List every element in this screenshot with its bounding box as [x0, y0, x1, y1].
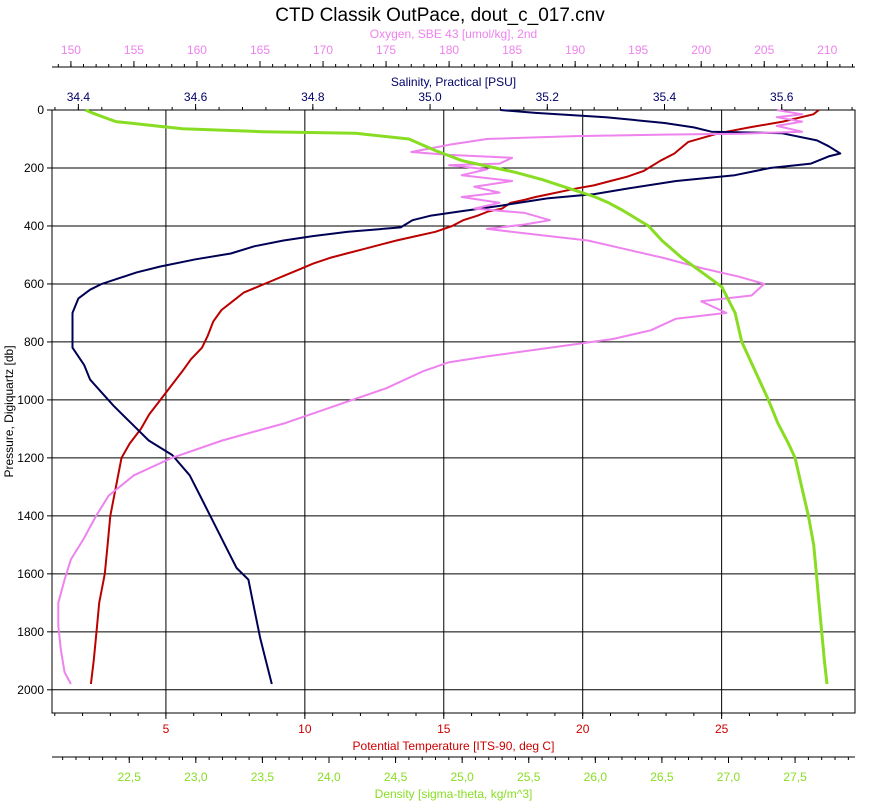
pressure-tick-label: 1600: [17, 567, 44, 581]
salinity-tick-label: 34.4: [67, 90, 91, 104]
density-tick-label: 24,5: [384, 770, 408, 784]
density-tick-label: 25,5: [517, 770, 541, 784]
oxygen-tick-label: 170: [313, 43, 333, 57]
salinity-tick-label: 35.6: [770, 90, 794, 104]
temperature-tick-label: 20: [576, 722, 590, 736]
oxygen-tick-label: 155: [124, 43, 144, 57]
oxygen-tick-label: 185: [502, 43, 522, 57]
pressure-tick-label: 1000: [17, 393, 44, 407]
oxygen-tick-label: 195: [628, 43, 648, 57]
plot-frame: [51, 109, 856, 714]
oxygen-tick-label: 180: [439, 43, 459, 57]
pressure-tick-label: 600: [24, 277, 44, 291]
salinity-tick-label: 35.0: [418, 90, 442, 104]
pressure-tick-label: 800: [24, 335, 44, 349]
density-tick-label: 27,5: [783, 770, 807, 784]
salinity-tick-label: 35.4: [653, 90, 677, 104]
density-tick-label: 26,0: [584, 770, 608, 784]
salinity-tick-label: 35.2: [536, 90, 560, 104]
salinity-profile-line: [71, 109, 842, 685]
oxygen-tick-label: 165: [250, 43, 270, 57]
salinity-tick-label: 34.6: [184, 90, 208, 104]
oxygen-profile-line: [57, 109, 804, 685]
oxygen-tick-label: 200: [691, 43, 711, 57]
temperature-tick-label: 25: [715, 722, 729, 736]
salinity-axis-title: Salinity, Practical [PSU]: [391, 75, 516, 89]
temperature-tick-label: 5: [163, 722, 170, 736]
temperature-tick-label: 15: [437, 722, 451, 736]
pressure-axis-title: Pressure, Digiquartz [db]: [2, 345, 16, 477]
pressure-tick-label: 1400: [17, 509, 44, 523]
oxygen-tick-label: 175: [376, 43, 396, 57]
salinity-tick-label: 34.8: [301, 90, 325, 104]
pressure-tick-label: 0: [37, 103, 44, 117]
oxygen-tick-label: 205: [754, 43, 774, 57]
pressure-tick-label: 2000: [17, 683, 44, 697]
oxygen-axis-title: Oxygen, SBE 43 [umol/kg], 2nd: [370, 27, 537, 41]
temperature-profile-line: [89, 109, 820, 685]
chart-title: CTD Classik OutPace, dout_c_017.cnv: [275, 5, 605, 26]
density-tick-label: 25,0: [450, 770, 474, 784]
pressure-tick-label: 200: [24, 161, 44, 175]
density-tick-label: 27,0: [717, 770, 741, 784]
pressure-tick-label: 1800: [17, 625, 44, 639]
density-tick-label: 23,5: [251, 770, 275, 784]
density-profile-line: [84, 108, 829, 685]
oxygen-tick-label: 190: [565, 43, 585, 57]
density-tick-label: 26,5: [650, 770, 674, 784]
pressure-tick-label: 1200: [17, 451, 44, 465]
temperature-tick-label: 10: [298, 722, 312, 736]
density-tick-label: 23,0: [184, 770, 208, 784]
density-tick-label: 24,0: [317, 770, 341, 784]
density-tick-label: 22,5: [118, 770, 142, 784]
temperature-axis-title: Potential Temperature [ITS-90, deg C]: [353, 739, 555, 753]
oxygen-tick-label: 160: [187, 43, 207, 57]
oxygen-tick-label: 210: [817, 43, 837, 57]
pressure-tick-label: 400: [24, 219, 44, 233]
density-axis-title: Density [sigma-theta, kg/m^3]: [375, 787, 533, 801]
oxygen-tick-label: 150: [61, 43, 81, 57]
